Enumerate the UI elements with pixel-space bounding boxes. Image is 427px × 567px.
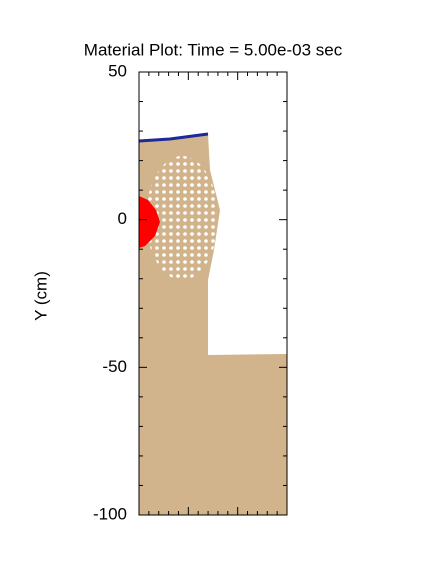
y-tick-label: 0	[118, 209, 127, 228]
chart-title: Material Plot: Time = 5.00e-03 sec	[84, 40, 343, 59]
y-tick-label: -50	[102, 357, 127, 376]
plot-frame	[138, 71, 288, 516]
y-tick-label: -100	[93, 504, 127, 523]
material-field	[138, 132, 287, 515]
fragment-pattern	[146, 156, 218, 280]
explosive-region	[139, 196, 160, 248]
y-axis-label: Y (cm)	[31, 271, 50, 321]
y-tick-label: 50	[108, 61, 127, 80]
surface-layer	[138, 132, 209, 143]
